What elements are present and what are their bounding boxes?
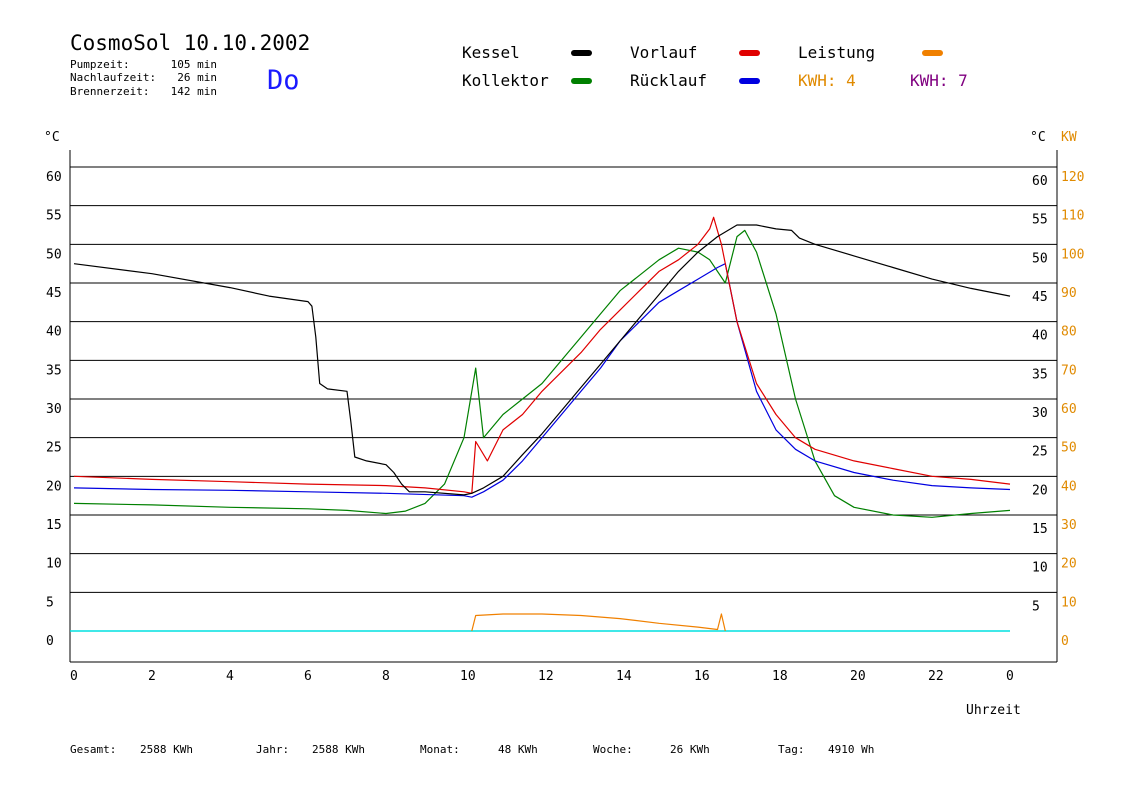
left-tick-60: 60 <box>46 170 62 185</box>
right-tick-c-30: 30 <box>1032 406 1048 421</box>
info-nachlauf-label: Nachlaufzeit: <box>70 71 156 84</box>
footer-jahr-label: Jahr: <box>256 743 289 756</box>
x-tick-1: 2 <box>148 669 156 684</box>
right-tick-kw-110: 110 <box>1061 209 1084 224</box>
right-tick-kw-30: 30 <box>1061 518 1077 533</box>
info-block: Pumpzeit: 105 min Nachlaufzeit: 26 min B… <box>70 58 217 98</box>
info-nachlauf-value: 26 min <box>177 71 217 84</box>
right-tick-c-15: 15 <box>1032 522 1048 537</box>
info-pump-value: 105 min <box>171 58 217 71</box>
x-tick-2: 4 <box>226 669 234 684</box>
series-line-kollektor <box>73 229 1011 518</box>
legend-label-leistung: Leistung <box>798 43 875 62</box>
x-tick-9: 18 <box>772 669 788 684</box>
right-tick-kw-60: 60 <box>1061 402 1077 417</box>
left-tick-10: 10 <box>46 557 62 572</box>
right-tick-kw-40: 40 <box>1061 479 1077 494</box>
right-tick-kw-0: 0 <box>1061 634 1069 649</box>
left-tick-0: 0 <box>46 634 54 649</box>
x-tick-0: 0 <box>70 669 78 684</box>
right-tick-c-25: 25 <box>1032 445 1048 460</box>
right-tick-c-5: 5 <box>1032 599 1040 614</box>
series-line-leistung <box>471 613 726 632</box>
info-pump-label: Pumpzeit: <box>70 58 130 71</box>
footer-tag-label: Tag: <box>778 743 805 756</box>
footer-tag-value: 4910 Wh <box>828 743 874 756</box>
x-tick-4: 8 <box>382 669 390 684</box>
right-tick-kw-80: 80 <box>1061 325 1077 340</box>
right-tick-kw-90: 90 <box>1061 286 1077 301</box>
left-tick-45: 45 <box>46 286 62 301</box>
x-tick-labels: 0 2 4 6 8 10 12 14 16 18 20 22 0 <box>70 669 1014 684</box>
series-line-vorlauf <box>73 216 1011 494</box>
left-tick-15: 15 <box>46 518 62 533</box>
info-brenner-value: 142 min <box>171 85 217 98</box>
left-tick-50: 50 <box>46 247 62 262</box>
right-tick-c-50: 50 <box>1032 251 1048 266</box>
kwh-label-1: KWH: 4 <box>798 71 856 90</box>
footer-gesamt-value: 2588 KWh <box>140 743 193 756</box>
left-tick-30: 30 <box>46 402 62 417</box>
left-tick-35: 35 <box>46 363 62 378</box>
kwh-label-2: KWH: 7 <box>910 71 968 90</box>
footer-gesamt-label: Gesamt: <box>70 743 116 756</box>
footer-woche-label: Woche: <box>593 743 633 756</box>
right-tick-kw-70: 70 <box>1061 363 1077 378</box>
x-tick-7: 14 <box>616 669 632 684</box>
x-tick-8: 16 <box>694 669 710 684</box>
right-tick-c-10: 10 <box>1032 561 1048 576</box>
right-tick-c-60: 60 <box>1032 174 1048 189</box>
right-unit-celsius: °C <box>1030 130 1046 145</box>
footer-jahr-value: 2588 KWh <box>312 743 365 756</box>
legend-label-kollektor: Kollektor <box>462 71 549 90</box>
left-tick-55: 55 <box>46 209 62 224</box>
left-tick-labels: 0 5 10 15 20 25 30 35 40 45 50 55 60 <box>46 170 62 649</box>
info-brenner-label: Brennerzeit: <box>70 85 149 98</box>
x-axis-label: Uhrzeit <box>966 703 1021 718</box>
right-tick-kw-10: 10 <box>1061 595 1077 610</box>
legend: Kessel Vorlauf Leistung Kollektor Rückla… <box>462 43 968 90</box>
right-tick-c-55: 55 <box>1032 213 1048 228</box>
footer-woche-value: 26 KWh <box>670 743 710 756</box>
right-unit-kw: KW <box>1061 130 1077 145</box>
left-tick-40: 40 <box>46 325 62 340</box>
left-tick-5: 5 <box>46 595 54 610</box>
grid-lines <box>70 166 1057 593</box>
right-tick-c-20: 20 <box>1032 483 1048 498</box>
chart-title: CosmoSol 10.10.2002 <box>70 31 310 55</box>
left-tick-25: 25 <box>46 441 62 456</box>
right-tick-kw-100: 100 <box>1061 247 1084 262</box>
right-tick-kw-20: 20 <box>1061 557 1077 572</box>
footer-monat-value: 48 KWh <box>498 743 538 756</box>
series-layer <box>73 216 1011 632</box>
x-tick-3: 6 <box>304 669 312 684</box>
left-tick-20: 20 <box>46 479 62 494</box>
x-tick-6: 12 <box>538 669 554 684</box>
plot-area <box>69 150 1058 663</box>
legend-label-vorlauf: Vorlauf <box>630 43 697 62</box>
weekday-label: Do <box>267 65 300 96</box>
series-line-ruecklauf <box>73 263 1011 498</box>
legend-label-ruecklauf: Rücklauf <box>630 71 707 90</box>
left-unit: °C <box>44 130 60 145</box>
right-tick-labels-kw: 0 10 20 30 40 50 60 70 80 90 100 110 120 <box>1061 170 1084 649</box>
x-tick-10: 20 <box>850 669 866 684</box>
right-tick-c-40: 40 <box>1032 329 1048 344</box>
right-tick-kw-50: 50 <box>1061 441 1077 456</box>
x-tick-5: 10 <box>460 669 476 684</box>
series-line-kessel <box>73 224 1011 496</box>
right-tick-c-35: 35 <box>1032 367 1048 382</box>
legend-label-kessel: Kessel <box>462 43 520 62</box>
right-tick-c-45: 45 <box>1032 290 1048 305</box>
footer-stats: Gesamt: 2588 KWh Jahr: 2588 KWh Monat: 4… <box>70 743 874 756</box>
footer-monat-label: Monat: <box>420 743 460 756</box>
x-tick-12: 0 <box>1006 669 1014 684</box>
right-tick-labels-celsius: 5 10 15 20 25 30 35 40 45 50 55 60 <box>1032 174 1048 614</box>
right-tick-kw-120: 120 <box>1061 170 1084 185</box>
x-tick-11: 22 <box>928 669 944 684</box>
